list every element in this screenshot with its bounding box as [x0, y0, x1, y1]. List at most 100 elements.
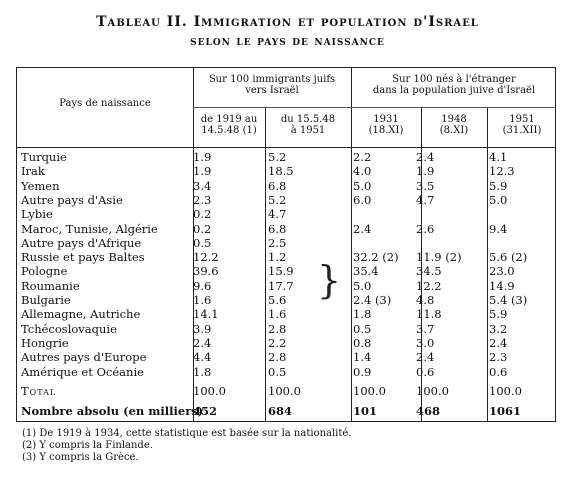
table-cell: 2.4 (3): [353, 293, 392, 307]
table-cell: 0.2: [193, 221, 212, 236]
subheader-line: du 15.5.48: [280, 114, 336, 125]
table-cell: 32.2 (2): [353, 250, 399, 265]
table-cell: 2.3: [489, 350, 508, 365]
subheader-line: (31.XII): [502, 125, 542, 136]
table-cell: 3.2: [489, 321, 508, 336]
row-label: Yemen: [21, 178, 60, 193]
table-cell: 5.9: [489, 178, 508, 193]
subheader-col3: 1931 (18.XI): [351, 114, 421, 136]
table-cell: 3.4: [193, 178, 212, 193]
table-cell: 100.0: [268, 384, 301, 398]
table-cell: 12.3: [489, 164, 515, 179]
table-cell: 15.9: [268, 264, 294, 279]
table-cell: 2.8: [268, 350, 287, 365]
header-subrule: [193, 107, 555, 108]
table-cell: 4.4: [193, 350, 212, 365]
table-cell: 35.4: [353, 264, 379, 279]
row-label: Allemagne, Autriche: [21, 307, 141, 322]
subheader-line: 14.5.48 (1): [201, 125, 257, 136]
table-cell: 5.6: [268, 293, 287, 307]
table-cell: 34.5: [416, 264, 442, 279]
table-cell: 4.7: [416, 192, 435, 207]
table-cell: 3.5: [416, 178, 435, 193]
row-label: Total: [21, 384, 57, 398]
row-label: Autre pays d'Afrique: [21, 235, 142, 250]
table-cell: 2.5: [268, 235, 287, 250]
table-cell: 1061: [489, 404, 522, 418]
header-group-line: dans la population juive d'Israël: [372, 85, 536, 96]
table-cell: 101: [353, 404, 378, 418]
footnote: (3) Y compris la Grèce.: [22, 452, 139, 463]
header-group-line: Sur 100 nés à l'étranger: [392, 74, 516, 85]
table-cell: 100.0: [353, 384, 386, 398]
row-label: Pologne: [21, 264, 68, 279]
subheader-col4: 1948 (8.XI): [421, 114, 487, 136]
table-cell: 100.0: [416, 384, 449, 398]
table-cell: 9.6: [193, 278, 212, 293]
table-cell: 4.1: [489, 150, 508, 164]
table-cell: 14.9: [489, 278, 515, 293]
table-cell: 2.8: [268, 321, 287, 336]
table-cell: 17.7: [268, 278, 294, 293]
row-label: Irak: [21, 164, 45, 179]
row-label: Maroc, Tunisie, Algérie: [21, 221, 158, 236]
subheader-col2: du 15.5.48 à 1951: [265, 114, 351, 136]
subheader-line: (8.XI): [439, 125, 469, 136]
row-label: Lybie: [21, 207, 53, 222]
table-cell: 3.7: [416, 321, 435, 336]
table-cell: 1.8: [193, 364, 212, 379]
table-cell: 0.6: [416, 364, 435, 379]
table-cell: 0.2: [193, 207, 212, 222]
table-cell: 11.8: [416, 307, 442, 322]
row-label: Bulgarie: [21, 293, 71, 307]
column-rule: [421, 107, 422, 421]
table-cell: 0.5: [268, 364, 287, 379]
footnote: (1) De 1919 à 1934, cette statistique es…: [22, 428, 352, 439]
table-cell: 452: [193, 404, 218, 418]
table-cell: 2.2: [353, 150, 372, 164]
subheader-line: 1948: [441, 114, 467, 125]
table-cell: 6.8: [268, 178, 287, 193]
header-group-line: Sur 100 immigrants juifs: [208, 74, 336, 85]
table-cell: 2.2: [268, 335, 287, 350]
table-cell: 5.0: [353, 178, 372, 193]
table-subtitle: selon le pays de naissance: [190, 34, 385, 49]
table-cell: 6.0: [353, 192, 372, 207]
table-cell: 0.5: [353, 321, 372, 336]
table-cell: 18.5: [268, 164, 294, 179]
table-cell: 5.9: [489, 307, 508, 322]
table-cell: 4.7: [268, 207, 287, 222]
table-cell: 5.0: [353, 278, 372, 293]
subheader-line: à 1951: [290, 125, 326, 136]
table-cell: 5.2: [268, 192, 287, 207]
table-cell: 1.2: [268, 250, 287, 265]
table-cell: 5.0: [489, 192, 508, 207]
table-cell: 1.4: [353, 350, 372, 365]
table-cell: 100.0: [489, 384, 522, 398]
header-country: Pays de naissance: [59, 98, 151, 109]
header-group-line: vers Israël: [245, 85, 299, 96]
table-cell: 11.9 (2): [416, 250, 462, 265]
table-cell: 6.8: [268, 221, 287, 236]
table-cell: 1.8: [353, 307, 372, 322]
row-label: Amérique et Océanie: [21, 364, 144, 379]
table-cell: 39.6: [193, 264, 219, 279]
table-cell: 4.0: [353, 164, 372, 179]
table-cell: 0.8: [353, 335, 372, 350]
table-cell: 14.1: [193, 307, 219, 322]
table-cell: 2.4: [489, 335, 508, 350]
table-cell: 5.4 (3): [489, 293, 528, 307]
table-cell: 5.6 (2): [489, 250, 528, 265]
subheader-col5: 1951 (31.XII): [487, 114, 557, 136]
row-label: Hongrie: [21, 335, 69, 350]
header-group-immigrants: Sur 100 immigrants juifs vers Israël: [193, 74, 351, 96]
table-cell: 1.9: [193, 164, 212, 179]
subheader-line: de 1919 au: [200, 114, 258, 125]
column-rule: [351, 68, 352, 421]
table-cell: 2.4: [416, 150, 435, 164]
table-cell: 1.9: [416, 164, 435, 179]
table-cell: 684: [268, 404, 293, 418]
row-label: Roumanie: [21, 278, 80, 293]
brace-mark: }: [317, 258, 342, 302]
row-label: Turquie: [21, 150, 67, 164]
